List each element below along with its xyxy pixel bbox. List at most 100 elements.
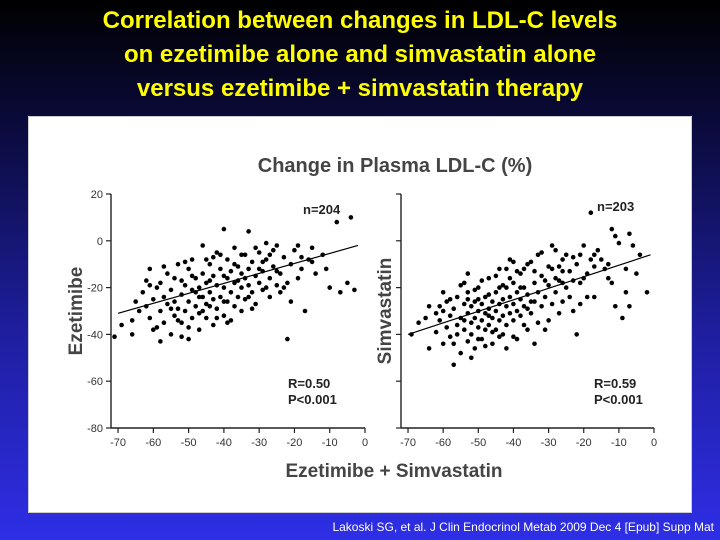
data-point: [151, 297, 156, 302]
data-point: [426, 304, 432, 309]
data-point: [454, 332, 460, 337]
data-point: [193, 275, 198, 281]
data-point: [497, 318, 502, 323]
y-tick-label: 20: [91, 189, 103, 201]
data-point: [182, 308, 188, 314]
n-label: n=204: [303, 202, 341, 217]
data-point: [235, 264, 241, 269]
data-point: [274, 283, 280, 288]
data-point: [200, 308, 205, 314]
data-point: [175, 306, 181, 311]
data-point: [493, 308, 499, 314]
data-point: [207, 290, 213, 295]
data-point: [260, 259, 265, 265]
data-point: [483, 343, 488, 349]
data-point: [218, 252, 223, 258]
data-point: [285, 336, 290, 342]
data-point: [267, 275, 273, 281]
data-point: [253, 245, 258, 251]
data-point: [144, 278, 149, 283]
data-point: [228, 268, 234, 274]
data-point: [218, 294, 223, 300]
data-point: [158, 280, 163, 286]
data-point: [574, 332, 579, 337]
n-label: n=203: [597, 199, 634, 214]
data-point: [189, 287, 195, 293]
data-point: [295, 243, 301, 248]
data-point: [451, 306, 457, 311]
data-point: [560, 268, 565, 274]
data-point: [447, 297, 453, 302]
data-point: [165, 271, 170, 276]
data-point: [207, 278, 213, 283]
x-tick-label: -10: [611, 437, 627, 449]
data-point: [606, 275, 611, 281]
x-tick-label: -50: [470, 437, 486, 449]
data-point: [278, 271, 283, 276]
data-point: [497, 266, 502, 272]
data-point: [577, 301, 583, 307]
data-point: [627, 304, 632, 309]
data-point: [168, 306, 174, 311]
data-point: [288, 299, 294, 304]
data-point: [172, 299, 177, 304]
data-point: [175, 261, 181, 267]
simvastatin-scatter-panel: -70 -60 -50 -40 -30 -20 -10 0 Simvastatin n=203 R=…: [375, 193, 657, 449]
data-point: [454, 322, 460, 328]
trend-line: [117, 244, 359, 314]
data-point: [147, 283, 153, 288]
data-point: [278, 290, 283, 295]
data-point: [462, 327, 467, 332]
data-point: [221, 299, 227, 304]
data-point: [196, 285, 202, 290]
data-point: [539, 250, 544, 255]
data-point: [196, 327, 202, 332]
data-point: [239, 271, 244, 276]
data-point: [444, 325, 450, 330]
data-point: [525, 261, 530, 267]
data-point: [469, 320, 474, 325]
data-point: [211, 297, 216, 302]
data-point: [476, 297, 481, 302]
slide-title: Correlation between changes in LDL-C lev…: [0, 4, 720, 106]
data-point: [193, 304, 198, 309]
data-point: [479, 318, 485, 323]
data-point: [225, 299, 230, 304]
data-point: [218, 266, 223, 272]
data-point: [504, 266, 509, 272]
data-point: [158, 339, 163, 344]
data-point: [204, 315, 209, 321]
data-point: [493, 273, 499, 279]
data-point: [451, 341, 457, 347]
data-point: [416, 320, 421, 325]
data-point: [292, 247, 297, 253]
data-point: [133, 299, 138, 304]
data-point: [497, 285, 502, 290]
r-label: R=0.50: [288, 376, 330, 391]
data-point: [511, 318, 516, 323]
data-point: [235, 294, 241, 300]
data-point: [186, 266, 191, 272]
p-label: P<0.001: [594, 392, 643, 407]
data-point: [514, 308, 520, 314]
data-point: [271, 264, 276, 269]
data-point: [518, 271, 523, 276]
data-point: [263, 257, 269, 262]
data-point: [542, 278, 548, 283]
data-point: [186, 336, 191, 342]
data-point: [469, 355, 474, 361]
data-point: [221, 313, 227, 318]
data-point: [263, 285, 269, 290]
data-point: [479, 278, 485, 283]
data-point: [454, 294, 460, 300]
data-point: [179, 334, 184, 339]
data-point: [507, 311, 513, 316]
data-point: [483, 311, 488, 316]
x-tick-label: -50: [181, 437, 197, 449]
data-point: [211, 254, 216, 260]
data-point: [500, 313, 506, 318]
data-point: [472, 346, 478, 351]
data-point: [606, 261, 611, 267]
data-point: [465, 297, 471, 302]
data-point: [563, 285, 569, 290]
